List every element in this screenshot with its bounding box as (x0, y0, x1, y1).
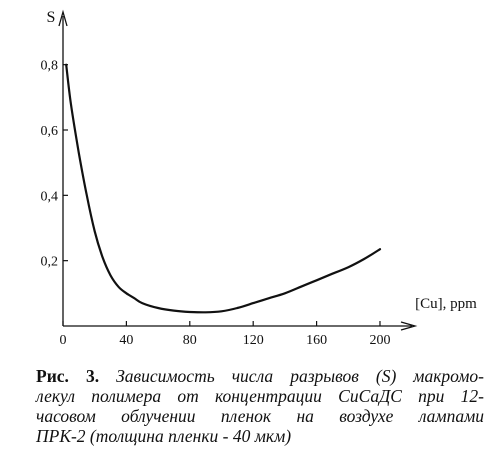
y-tick-label: 0,8 (41, 59, 59, 74)
y-axis-arrow (58, 9, 68, 27)
caption-label: Рис. 3. (36, 366, 100, 386)
series (65, 63, 382, 314)
series-line (65, 63, 382, 314)
x-tick-label: 80 (183, 333, 197, 348)
x-tick-label: 40 (119, 333, 133, 348)
caption-line-text: Зависимость числа разрывов (S) макромо- (116, 366, 484, 386)
x-tick-label: 200 (369, 333, 390, 348)
y-tick-label: 0,6 (41, 124, 59, 139)
x-tick-label: 120 (243, 333, 264, 348)
caption-line: часовом облучении пленок на воздухе ламп… (36, 406, 484, 426)
x-axis-arrow (400, 321, 418, 331)
caption-line: ПРК-2 (толщина пленки - 40 мкм) (36, 426, 292, 446)
figure-caption: Рис. 3. Зависимость числа разрывов (S) м… (36, 366, 484, 446)
y-tick-label: 0,2 (41, 255, 59, 270)
ticks: 0 40 80 120 160 200 0,2 0,4 0,6 0,8 (41, 59, 391, 348)
caption-line: Рис. 3. Зависимость числа разрывов (S) м… (36, 366, 484, 386)
axes (58, 9, 418, 331)
caption-line: лекул полимера от концентрации СиСаДС пр… (36, 386, 484, 406)
x-tick-label: 160 (306, 333, 327, 348)
x-tick-label: 0 (60, 333, 67, 348)
x-axis-label: [Cu], ppm (415, 296, 477, 312)
y-tick-label: 0,4 (41, 189, 59, 204)
chart: 0 40 80 120 160 200 0,2 0,4 0,6 0,8 S [Cu], ppm (41, 9, 478, 348)
y-axis-label: S (47, 9, 56, 26)
